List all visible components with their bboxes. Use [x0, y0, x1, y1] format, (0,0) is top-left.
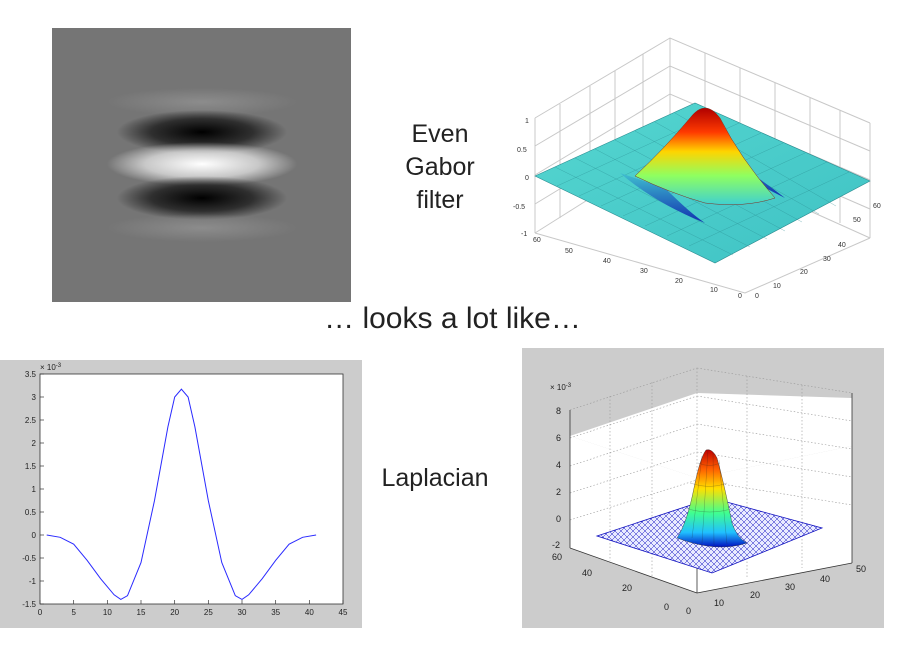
gabor-x-tick: 20 [675, 278, 683, 285]
gabor-y-tick: 60 [873, 203, 881, 210]
gabor-y-tick: 40 [838, 242, 846, 249]
gabor-surface-plot: 1 0.5 0 -0.5 -1 60 50 40 30 20 10 0 0 10… [505, 28, 885, 300]
line-plot-y-tick: 0 [32, 531, 37, 540]
gabor-band-dark-bottom [117, 176, 287, 220]
gabor-ridge [634, 107, 776, 205]
gabor-x-tick: 40 [603, 258, 611, 265]
gabor-y-tick: 0 [755, 293, 759, 300]
line-plot-x-tick: 30 [238, 608, 247, 617]
line-plot-y-tick: 3 [32, 393, 37, 402]
surface-z-tick: 0 [556, 514, 561, 524]
surface-peak [676, 449, 748, 548]
gabor-x-tick: 50 [565, 248, 573, 255]
gabor-x-ticks: 60 50 40 30 20 10 0 [533, 237, 742, 300]
surface-x-tick: 40 [820, 574, 830, 584]
line-plot-y-ticks: -1.5 -1 -0.5 0 0.5 1 1.5 2 2.5 3 3.5 [22, 370, 44, 609]
surface-y-tick: 0 [664, 602, 669, 612]
line-plot-y-tick: -1 [29, 577, 37, 586]
gabor-band-dark-top [117, 110, 287, 154]
gabor-label: Even Gabor filter [395, 118, 485, 217]
gabor-trough-front [620, 173, 705, 223]
gabor-filter-image [52, 28, 351, 302]
line-plot-x-tick: 25 [204, 608, 213, 617]
gabor-z-tick: -0.5 [513, 204, 525, 211]
surface-x-tick: 20 [750, 590, 760, 600]
surface-y-tick: 40 [582, 568, 592, 578]
line-plot-x-tick: 40 [305, 608, 314, 617]
line-plot-x-tick: 5 [71, 608, 76, 617]
surface-x-tick: 50 [856, 564, 866, 574]
line-plot-x-tick: 10 [103, 608, 112, 617]
line-plot-exponent: × 10-3 [40, 363, 62, 372]
gabor-x-tick: 10 [710, 287, 718, 294]
laplacian-surface-svg: × 10-3 8 6 4 2 0 -2 60 40 20 0 0 10 20 3… [522, 348, 884, 628]
line-plot-y-tick: 2 [32, 439, 37, 448]
laplacian-line-plot: × 10-3 -1.5 -1 -0.5 0 0.5 1 1.5 2 2.5 3 3.5 0 5 10 15… [0, 360, 362, 628]
gabor-label-line-3: filter [416, 186, 464, 214]
surface-y-tick: 60 [552, 552, 562, 562]
surface-axes [569, 393, 853, 594]
line-plot-y-tick: -0.5 [22, 554, 36, 563]
caption: … looks a lot like… [324, 302, 581, 335]
surface-z-tick: 6 [556, 433, 561, 443]
surface-wall-top [570, 393, 852, 478]
surface-z-ticks: 8 6 4 2 0 -2 [552, 406, 561, 550]
line-plot-series [46, 388, 317, 600]
surface-exponent: × 10-3 [550, 383, 572, 392]
gabor-y-tick: 10 [773, 283, 781, 290]
gabor-y-tick: 20 [800, 269, 808, 276]
gabor-surface-svg: 1 0.5 0 -0.5 -1 60 50 40 30 20 10 0 0 10… [513, 37, 881, 300]
line-plot-x-tick: 45 [339, 608, 348, 617]
line-plot-x-tick: 15 [137, 608, 146, 617]
line-plot-y-tick: 1 [32, 485, 37, 494]
gabor-band-light [107, 142, 297, 186]
gabor-x-tick: 60 [533, 237, 541, 244]
line-plot-x-ticks: 0 5 10 15 20 25 30 35 40 45 [38, 600, 348, 617]
surface-z-tick: 2 [556, 487, 561, 497]
surface-z-tick: 4 [556, 460, 561, 470]
line-plot-y-tick: 0.5 [25, 508, 37, 517]
line-plot-x-tick: 20 [170, 608, 179, 617]
gabor-z-ticks: 1 0.5 0 -0.5 -1 [513, 118, 529, 238]
line-plot-y-tick: 2.5 [25, 416, 37, 425]
line-plot-svg: × 10-3 -1.5 -1 -0.5 0 0.5 1 1.5 2 2.5 3 3.5 0 5 10 15… [0, 360, 362, 628]
surface-y-tick: 20 [622, 583, 632, 593]
line-plot-x-tick: 35 [271, 608, 280, 617]
laplacian-surface-plot: × 10-3 8 6 4 2 0 -2 60 40 20 0 0 10 20 3… [522, 348, 884, 628]
gabor-x-tick: 0 [738, 293, 742, 300]
line-plot-y-tick: 3.5 [25, 370, 37, 379]
gabor-x-tick: 30 [640, 268, 648, 275]
gabor-label-line-2: Gabor [405, 153, 475, 181]
gabor-y-tick: 50 [853, 217, 861, 224]
surface-z-tick: 8 [556, 406, 561, 416]
gabor-band-outer-bottom [107, 214, 297, 242]
gabor-z-tick: -1 [521, 231, 527, 238]
gabor-z-tick: 0.5 [517, 147, 527, 154]
laplacian-label: Laplacian [381, 464, 489, 492]
surface-x-ticks: 0 10 20 30 40 50 [686, 564, 866, 616]
line-plot-y-tick: -1.5 [22, 600, 36, 609]
gabor-label-line-1: Even [411, 120, 469, 148]
line-plot-x-tick: 0 [38, 608, 43, 617]
surface-x-tick: 0 [686, 606, 691, 616]
line-plot-axes [39, 373, 344, 605]
gabor-band-outer-top [107, 88, 297, 116]
gabor-z-tick: 0 [525, 175, 529, 182]
gabor-heatmap [52, 28, 351, 302]
line-plot-y-tick: 1.5 [25, 462, 37, 471]
gabor-y-ticks: 0 10 20 30 40 50 60 [755, 203, 881, 300]
surface-y-ticks: 60 40 20 0 [552, 552, 669, 612]
surface-x-tick: 30 [785, 582, 795, 592]
surface-x-tick: 10 [714, 598, 724, 608]
gabor-y-tick: 30 [823, 256, 831, 263]
gabor-z-tick: 1 [525, 118, 529, 125]
surface-z-tick: -2 [552, 540, 560, 550]
surface-peak-mesh [684, 449, 735, 546]
